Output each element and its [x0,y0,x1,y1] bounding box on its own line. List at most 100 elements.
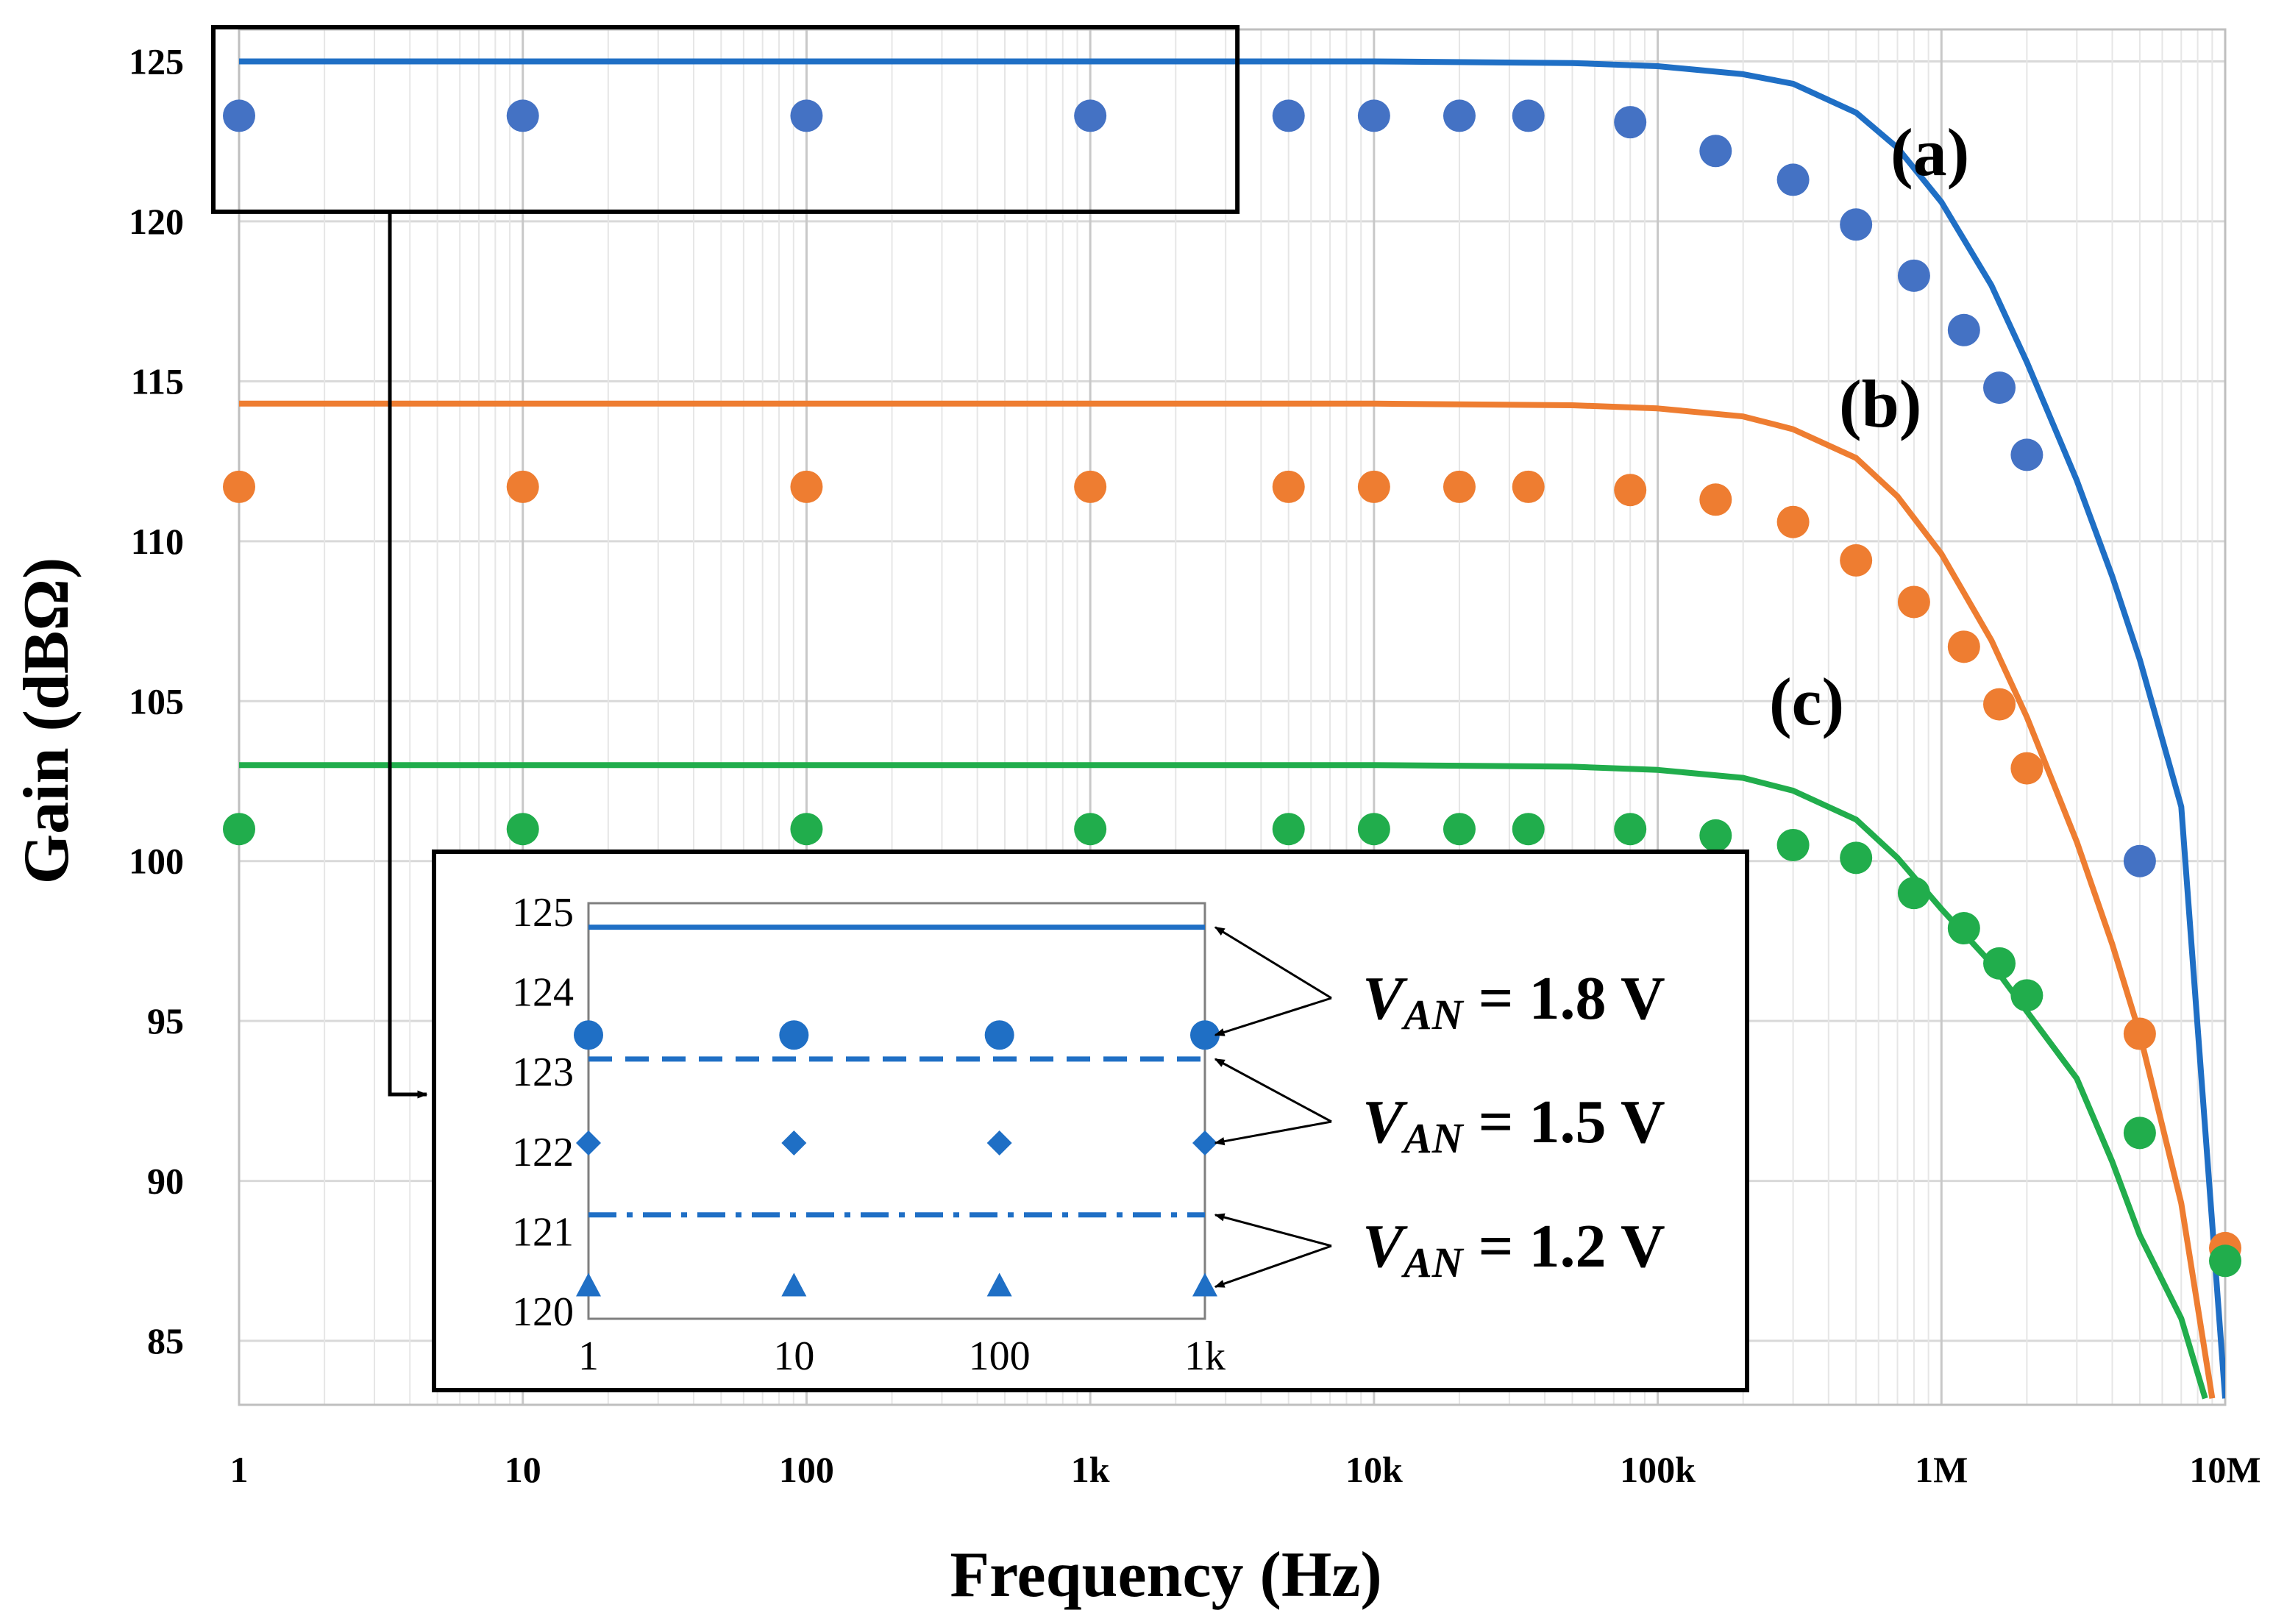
legend-label: VAN = 1.8 V [1362,964,1665,1039]
data-point [1272,813,1305,846]
series-line [239,400,2216,1399]
legend-subscript: AN [1401,991,1465,1039]
legend-pointer-arrow [1214,926,1332,1000]
inset-data-point [984,1020,1014,1050]
data-point [506,99,539,132]
inset-series [574,925,1220,1297]
data-point [1614,474,1647,507]
y-tick-label: 120 [129,201,184,242]
data-point [2010,438,2043,471]
data-point [1357,99,1390,132]
inset-data-point [781,1130,807,1155]
data-point [2010,979,2043,1012]
data-point [2123,1116,2156,1150]
curve-label-a: (a) [1890,115,1969,190]
y-tick-label: 85 [147,1320,184,1361]
inset-data-point [779,1020,809,1050]
inset-x-tick-label: 1 [578,1333,599,1379]
inset-data-point [1192,1130,1217,1155]
inset-data-point [1192,1272,1217,1297]
inset-plot-area [587,902,1206,1320]
legend-pointer-arrow [1214,1058,1332,1123]
inset-y-tick-label: 124 [512,970,574,1016]
inset-y-tick-label: 125 [512,890,574,936]
inset-data-point [1190,1020,1220,1050]
y-tick-label: 105 [129,680,184,722]
x-tick-label: 1 [230,1449,249,1490]
data-point [1840,208,1873,241]
y-tick-label: 115 [131,360,184,402]
data-point [1776,163,1810,196]
data-point [1983,688,2016,721]
data-point [1897,877,1930,910]
inset-ticks: 120 121 122 123 124 125 1 10 100 1k [512,890,1226,1379]
data-point [506,813,539,846]
data-point [2123,844,2156,877]
y-axis-ticks: 85 90 95 100 105 110 115 120 125 [129,40,184,1361]
data-point [506,470,539,503]
data-point [1897,259,1930,292]
data-point [1840,544,1873,577]
inset-data-point [781,1272,807,1297]
zoom-box [211,25,1240,214]
data-point [1443,813,1476,846]
y-tick-label: 125 [129,40,184,82]
inset-x-tick-label: 10 [773,1333,814,1379]
data-point [2209,1244,2241,1278]
legend-value: = 1.2 V [1463,1212,1665,1281]
data-point [1512,470,1545,503]
inset-y-tick-label: 120 [512,1289,574,1335]
x-axis-title: Frequency (Hz) [950,1539,1381,1611]
series-line [239,762,2208,1400]
legend-value: = 1.8 V [1463,964,1665,1033]
legend-label: VAN = 1.5 V [1362,1088,1665,1162]
data-point [223,470,255,503]
data-point [1512,99,1545,132]
y-tick-label: 95 [147,1000,184,1041]
data-point [1443,470,1476,503]
legend-pointer-arrow [1214,1213,1332,1247]
data-point [1614,106,1647,139]
data-point [1074,813,1107,846]
inset-data-point [574,1020,603,1050]
data-point [1272,99,1305,132]
zoom-region [211,25,1240,1099]
data-point [2010,752,2043,785]
legend-pointer-arrow [1214,1244,1332,1288]
series-line [239,58,2225,1399]
inset-data-point [986,1272,1012,1297]
data-point [1947,912,1980,945]
data-point [1272,470,1305,503]
inset-x-tick-label: 100 [969,1333,1031,1379]
x-tick-label: 100 [779,1449,834,1490]
data-point [790,470,823,503]
x-tick-label: 10M [2189,1449,2260,1490]
inset-y-tick-label: 121 [512,1209,574,1255]
data-point [1357,813,1390,846]
legend-variable: V [1362,964,1408,1033]
data-point [1699,483,1732,516]
data-point [1074,470,1107,503]
legend-pointer-arrow [1214,1120,1332,1146]
data-point [1983,371,2016,405]
inset-data-point [986,1130,1012,1155]
inset-y-tick-label: 122 [512,1130,574,1175]
data-point [1840,841,1873,875]
series-markers [223,99,2241,1278]
legend-subscript: AN [1401,1114,1465,1162]
y-tick-label: 100 [129,841,184,882]
curve-label-c: (c) [1769,664,1844,739]
data-point [223,99,255,132]
y-tick-label: 90 [147,1161,184,1202]
data-point [223,813,255,846]
data-point [1947,313,1980,346]
inset-data-point [576,1272,601,1297]
data-point [1699,819,1732,852]
inset-data-point [576,1130,601,1155]
x-tick-label: 1k [1071,1449,1110,1490]
legend-variable: V [1362,1212,1408,1281]
x-tick-label: 100k [1620,1449,1696,1490]
